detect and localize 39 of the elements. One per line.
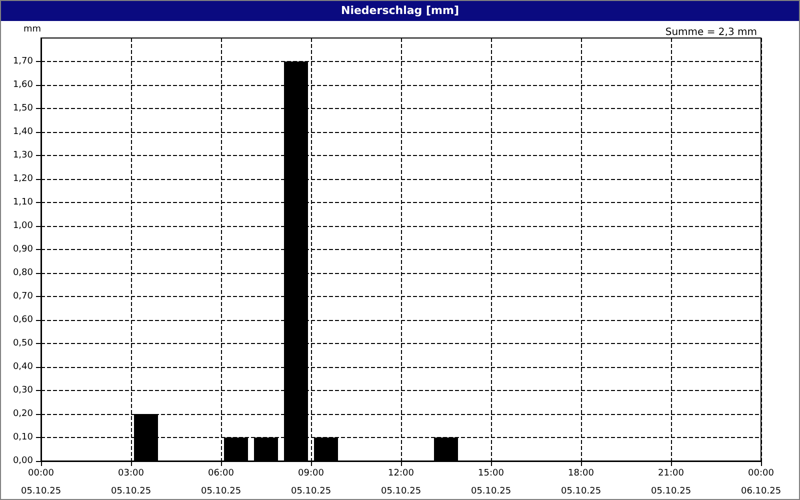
y-tick-label: 1,40 — [12, 127, 34, 137]
y-tick-label: 0,60 — [12, 315, 34, 325]
x-tick-label: 21:00 — [658, 468, 684, 478]
x-tick-label: 03:00 — [118, 468, 144, 478]
y-tick-label: 1,20 — [12, 174, 34, 184]
chart-title: Niederschlag [mm] — [1, 1, 799, 21]
x2-tick-label: 06.10.25 — [740, 486, 782, 496]
y-tick-label: 0,80 — [12, 268, 34, 278]
x2-tick-label: 05.10.25 — [110, 486, 152, 496]
x2-tick-label: 05.10.25 — [290, 486, 332, 496]
x-tick-label: 15:00 — [478, 468, 504, 478]
y-tick-label: 1,10 — [12, 198, 34, 208]
x2-tick-label: 05.10.25 — [380, 486, 422, 496]
x2-tick-label: 05.10.25 — [650, 486, 692, 496]
text: Summe = 2,3 mm — [665, 27, 757, 38]
x2-tick-label: 05.10.25 — [560, 486, 602, 496]
y-tick-label: 0,30 — [12, 386, 34, 396]
x2-tick-label: 05.10.25 — [470, 486, 512, 496]
x-tick-label: 00:00 — [748, 468, 774, 478]
y-tick-label: 0,20 — [12, 409, 34, 419]
y-tick-label: 1,50 — [12, 104, 34, 114]
y-tick-label: 0,00 — [12, 456, 34, 466]
y-tick-label: 0,40 — [12, 362, 34, 372]
y-tick-label: 1,30 — [12, 150, 34, 160]
x2-tick-label: 05.10.25 — [20, 486, 62, 496]
y-tick-label: 0,90 — [12, 244, 34, 254]
x-tick-label: 09:00 — [298, 468, 324, 478]
y-tick-label: 0,50 — [12, 338, 34, 348]
y-tick-label: 1,00 — [12, 221, 34, 231]
x2-tick-label: 05.10.25 — [200, 486, 242, 496]
x-tick-label: 00:00 — [28, 468, 54, 478]
y-tick-label: 1,60 — [12, 80, 34, 90]
y-tick-label: 0,70 — [12, 292, 34, 302]
x-tick-label: 06:00 — [208, 468, 234, 478]
y-tick-label: 1,70 — [12, 56, 34, 66]
x-tick-label: 12:00 — [388, 468, 414, 478]
x-tick-label: 18:00 — [568, 468, 594, 478]
y-tick-label: 0,10 — [12, 432, 34, 442]
y-axis-title: mm — [23, 24, 41, 34]
